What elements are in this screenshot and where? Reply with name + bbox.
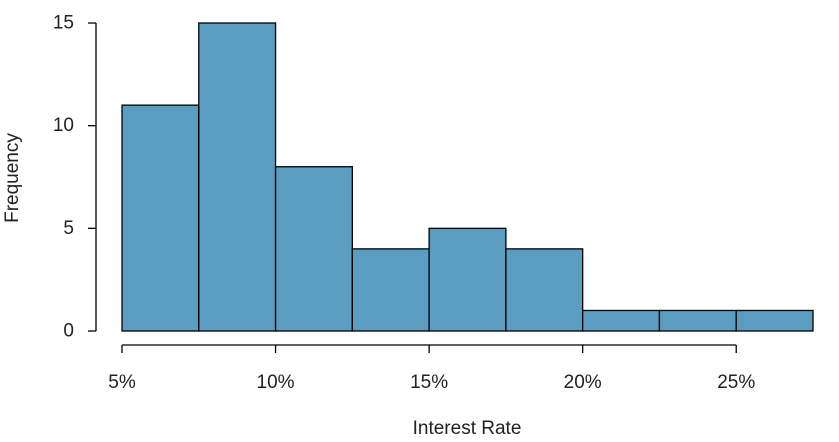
x-tick-label: 20%	[564, 372, 602, 393]
y-tick-label: 10	[53, 115, 74, 136]
x-tick-label: 10%	[257, 372, 295, 393]
x-tick-label: 5%	[108, 372, 136, 393]
y-axis-title: Frequency	[2, 133, 23, 223]
histogram-bar	[274, 166, 353, 332]
histogram-bar	[121, 104, 200, 332]
histogram-bar	[582, 309, 661, 332]
histogram-bar	[198, 22, 277, 332]
y-tick-label: 0	[63, 321, 74, 342]
bars-group	[121, 22, 814, 332]
histogram-bar	[658, 309, 737, 332]
y-tick-label: 5	[63, 218, 74, 239]
x-axis-title: Interest Rate	[413, 418, 522, 439]
histogram-bar	[351, 248, 430, 332]
x-tick-label: 15%	[410, 372, 448, 393]
histogram-bar	[735, 309, 814, 332]
y-tick-label: 15	[53, 13, 74, 34]
histogram-bar	[505, 248, 584, 332]
x-axis: 5% 10% 15% 20% 25%	[108, 344, 755, 393]
histogram-bar	[428, 227, 507, 332]
y-axis: 0 5 10 15	[53, 13, 97, 342]
x-tick-label: 25%	[717, 372, 755, 393]
